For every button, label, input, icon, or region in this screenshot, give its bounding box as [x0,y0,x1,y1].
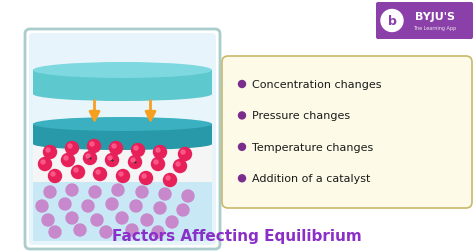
Circle shape [238,81,246,88]
Ellipse shape [33,88,212,102]
Circle shape [238,112,246,119]
Circle shape [72,166,84,179]
Circle shape [46,148,50,152]
FancyBboxPatch shape [222,57,472,208]
Bar [33,144,212,182]
Circle shape [41,160,45,164]
Circle shape [134,146,138,150]
Bar [33,124,212,144]
Circle shape [154,160,158,164]
Circle shape [62,154,74,167]
Bar [33,94,212,124]
Circle shape [90,142,94,146]
Circle shape [173,160,186,173]
FancyBboxPatch shape [376,3,473,40]
Circle shape [49,226,61,238]
Circle shape [86,154,90,158]
Circle shape [181,150,185,154]
Circle shape [164,174,176,187]
Circle shape [156,148,160,152]
Text: +: + [88,156,92,161]
FancyBboxPatch shape [29,34,216,245]
Text: The Learning App: The Learning App [413,26,456,31]
Circle shape [131,144,145,157]
Circle shape [91,214,103,226]
Circle shape [64,156,68,160]
Text: BYJU'S: BYJU'S [415,12,455,21]
Text: Concentration changes: Concentration changes [252,80,382,90]
Text: +: + [109,158,114,163]
Circle shape [130,200,142,212]
Text: Factors Affecting Equilibrium: Factors Affecting Equilibrium [112,229,362,243]
Circle shape [42,214,54,226]
Circle shape [117,170,129,183]
Circle shape [166,216,178,228]
Circle shape [100,226,112,238]
Circle shape [112,144,116,148]
Circle shape [116,212,128,224]
Circle shape [112,184,124,196]
Circle shape [142,174,146,178]
Circle shape [154,202,166,214]
Circle shape [93,168,107,181]
Text: b: b [388,15,396,28]
Circle shape [381,11,403,32]
Circle shape [106,154,118,167]
Circle shape [238,144,246,151]
Circle shape [89,186,101,198]
Ellipse shape [33,63,212,79]
Circle shape [74,168,78,172]
Circle shape [65,142,79,155]
Circle shape [108,156,112,160]
Circle shape [154,146,166,159]
Circle shape [88,140,100,153]
Circle shape [128,156,142,169]
Circle shape [66,212,78,224]
Circle shape [179,148,191,161]
Ellipse shape [33,138,212,150]
Text: Temperature changes: Temperature changes [252,142,373,152]
Circle shape [131,158,135,162]
Circle shape [38,158,52,171]
Circle shape [176,162,180,166]
Text: Addition of a catalyst: Addition of a catalyst [252,174,370,183]
Circle shape [136,186,148,198]
Text: +: + [133,160,137,165]
Circle shape [96,170,100,174]
Circle shape [106,198,118,210]
Circle shape [44,146,56,159]
Ellipse shape [33,117,212,132]
Circle shape [141,214,153,226]
Bar [33,71,212,94]
Circle shape [48,170,62,183]
Circle shape [238,175,246,182]
Circle shape [51,172,55,176]
Circle shape [83,152,97,165]
Circle shape [59,198,71,210]
Text: Pressure changes: Pressure changes [252,111,350,121]
Circle shape [82,200,94,212]
Circle shape [126,224,138,236]
Circle shape [182,190,194,202]
Circle shape [139,172,153,185]
Circle shape [66,184,78,196]
Circle shape [166,176,170,180]
Circle shape [152,158,164,171]
Bar [33,182,212,241]
Circle shape [159,188,171,200]
Circle shape [177,204,189,216]
Circle shape [152,226,164,238]
Circle shape [109,142,122,155]
Circle shape [68,144,72,148]
Circle shape [36,200,48,212]
Circle shape [44,186,56,198]
Circle shape [74,224,86,236]
Circle shape [119,172,123,176]
